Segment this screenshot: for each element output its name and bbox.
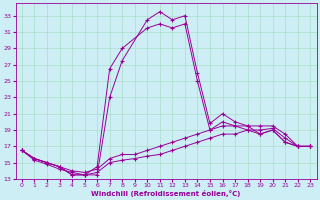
X-axis label: Windchill (Refroidissement éolien,°C): Windchill (Refroidissement éolien,°C)	[92, 190, 241, 197]
